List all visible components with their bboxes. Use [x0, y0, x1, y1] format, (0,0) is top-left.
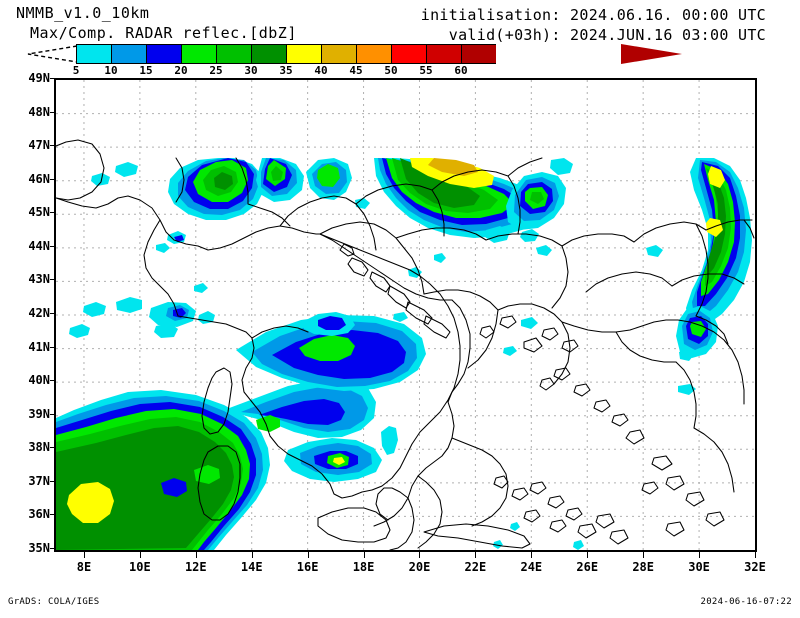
lon-tick	[195, 552, 197, 558]
lat-label-44N: 44N	[28, 238, 50, 253]
colorbar-cell-45	[356, 44, 391, 64]
lat-tick	[50, 178, 56, 180]
lat-tick	[50, 145, 56, 147]
lon-label-24E: 24E	[520, 560, 543, 574]
colorbar-tick-5: 5	[72, 64, 80, 77]
colorbar-cell-55	[426, 44, 461, 64]
colorbar-tick-60: 60	[454, 64, 468, 77]
radar-map[interactable]	[54, 78, 757, 552]
lon-label-12E: 12E	[184, 560, 207, 574]
lat-label-47N: 47N	[28, 138, 50, 153]
colorbar: 5 10 15 20 25 30 35 40 45 50 55 60	[20, 44, 682, 77]
lat-label-36N: 36N	[28, 507, 50, 522]
colorbar-tick-35: 35	[279, 64, 293, 77]
lon-label-10E: 10E	[129, 560, 151, 574]
lat-label-48N: 48N	[28, 104, 50, 119]
lon-label-26E: 26E	[576, 560, 599, 574]
lon-tick	[363, 552, 365, 558]
lon-tick	[307, 552, 309, 558]
lon-label-16E: 16E	[296, 560, 319, 574]
lat-label-41N: 41N	[28, 339, 50, 354]
lat-tick	[50, 279, 56, 281]
lon-label-30E: 30E	[688, 560, 710, 574]
colorbar-cell-15	[146, 44, 181, 64]
colorbar-cell-40	[321, 44, 356, 64]
lat-tick	[50, 78, 56, 79]
colorbar-tick-40: 40	[314, 64, 328, 77]
lon-tick	[83, 552, 85, 558]
lat-label-38N: 38N	[28, 440, 50, 455]
lat-tick	[50, 413, 56, 415]
radar-reflectivity-field	[56, 158, 752, 550]
latitude-axis: 35N 36N 37N 38N 39N 40N 41N 42N 43N 44N 45N 46N 47N 4…	[6, 71, 56, 555]
colorbar-over-arrow-icon	[621, 44, 682, 64]
lat-label-49N: 49N	[28, 71, 50, 85]
colorbar-cell-20	[181, 44, 216, 64]
lon-label-28E: 28E	[632, 560, 654, 574]
lat-label-37N: 37N	[28, 473, 50, 488]
lat-label-43N: 43N	[28, 272, 50, 287]
lon-tick	[419, 552, 421, 558]
lat-tick	[50, 111, 56, 113]
lon-label-8E: 8E	[76, 560, 92, 574]
colorbar-cells	[76, 44, 496, 64]
lat-label-46N: 46N	[28, 171, 50, 186]
lat-label-39N: 39N	[28, 406, 50, 421]
lon-label-22E: 22E	[464, 560, 487, 574]
lat-label-35N: 35N	[28, 541, 50, 555]
lat-label-45N: 45N	[28, 205, 50, 220]
lat-tick	[50, 447, 56, 449]
colorbar-tick-55: 55	[419, 64, 433, 77]
colorbar-tick-15: 15	[139, 64, 153, 77]
lat-tick	[50, 380, 56, 382]
lon-label-20E: 20E	[408, 560, 431, 574]
colorbar-cell-25	[216, 44, 251, 64]
lon-tick	[699, 552, 701, 558]
colorbar-cell-35	[286, 44, 321, 64]
lon-label-14E: 14E	[240, 560, 263, 574]
colorbar-under-arrow-icon	[27, 45, 78, 63]
colorbar-tick-25: 25	[209, 64, 223, 77]
colorbar-tick-10: 10	[104, 64, 118, 77]
colorbar-cell-5	[76, 44, 111, 64]
colorbar-cell-60	[461, 44, 496, 64]
colorbar-tick-30: 30	[244, 64, 258, 77]
longitude-axis: 8E 10E 12E 14E 16E 18E 20E 22E 24E 26E 28E 30E 32E	[54, 552, 766, 580]
field-title: Max/Comp. RADAR reflec.[dbZ]	[30, 24, 297, 42]
lon-tick	[475, 552, 477, 558]
model-title: NMMB_v1.0_10km	[16, 4, 150, 22]
lat-tick	[50, 245, 56, 247]
colorbar-cell-50	[391, 44, 426, 64]
lon-tick	[587, 552, 589, 558]
lat-label-42N: 42N	[28, 306, 50, 320]
lat-tick	[50, 480, 56, 482]
lat-tick	[50, 212, 56, 214]
lat-tick	[50, 346, 56, 348]
grads-credit: GrADS: COLA/IGES	[8, 597, 100, 607]
render-timestamp: 2024-06-16-07:22	[700, 597, 792, 607]
colorbar-tick-45: 45	[349, 64, 363, 77]
colorbar-tick-20: 20	[174, 64, 188, 77]
lon-label-18E: 18E	[352, 560, 375, 574]
map-canvas	[56, 80, 755, 550]
lat-label-40N: 40N	[28, 373, 50, 388]
lon-tick	[531, 552, 533, 558]
lon-tick	[755, 552, 756, 558]
lon-tick	[251, 552, 253, 558]
lon-tick	[139, 552, 141, 558]
valid-time: valid(+03h): 2024.JUN.16 03:00 UTC	[448, 26, 766, 44]
lat-tick	[50, 514, 56, 516]
lat-tick	[50, 548, 56, 549]
colorbar-cell-30	[251, 44, 286, 64]
map-coastlines	[56, 139, 755, 550]
lon-label-32E: 32E	[744, 560, 766, 574]
colorbar-cell-10	[111, 44, 146, 64]
lat-tick	[50, 313, 56, 314]
lon-tick	[643, 552, 645, 558]
colorbar-tick-50: 50	[384, 64, 398, 77]
initialisation-time: initialisation: 2024.06.16. 00:00 UTC	[420, 6, 766, 24]
